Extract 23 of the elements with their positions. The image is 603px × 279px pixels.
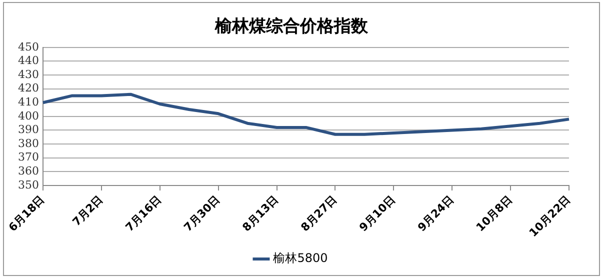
y-tick-label: 350 — [18, 178, 39, 192]
chart-title: 榆林煤综合价格指数 — [214, 16, 369, 37]
legend-label: 榆林5800 — [273, 251, 328, 266]
x-tick-label: 8月27日 — [298, 193, 340, 234]
x-tick-label: 10月8日 — [474, 193, 515, 234]
x-tick-label: 7月2日 — [70, 193, 106, 229]
x-tick-label: 9月10日 — [356, 193, 398, 234]
x-tick-label: 7月16日 — [123, 193, 164, 234]
y-tick-label: 370 — [18, 150, 39, 164]
x-tick-label: 8月13日 — [240, 193, 281, 234]
y-tick-label: 420 — [18, 82, 39, 95]
x-tick-label: 7月30日 — [181, 193, 222, 234]
y-tick-label: 410 — [18, 95, 39, 108]
x-tick-label: 9月24日 — [415, 193, 456, 234]
x-tick-label: 10月22日 — [526, 193, 574, 240]
y-tick-label: 450 — [18, 40, 39, 54]
y-tick-label: 390 — [18, 123, 39, 136]
y-tick-label: 360 — [18, 164, 39, 178]
y-tick-label: 430 — [18, 68, 39, 81]
x-tick-label: 6月18日 — [6, 193, 48, 234]
y-tick-label: 440 — [18, 54, 39, 68]
y-tick-label: 400 — [18, 109, 39, 122]
y-tick-label: 380 — [18, 136, 39, 150]
